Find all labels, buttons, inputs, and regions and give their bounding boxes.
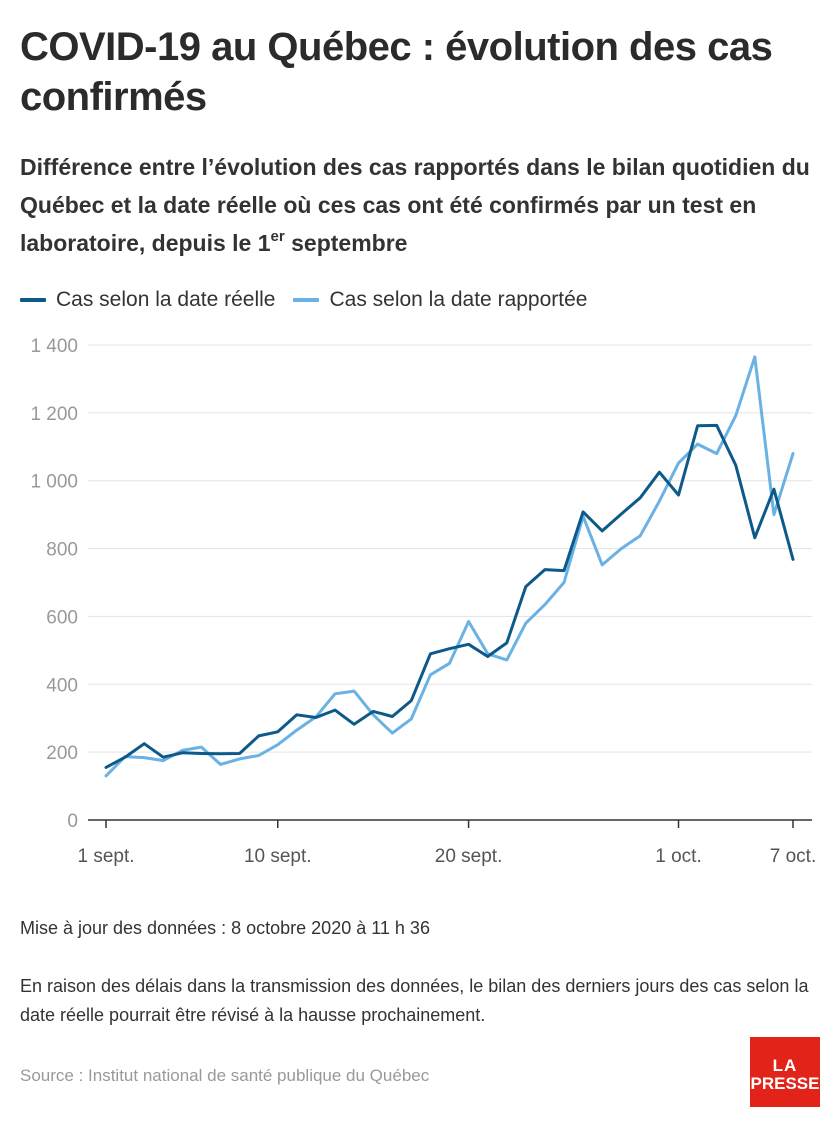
y-tick-label: 400 [46,675,78,696]
y-tick-label: 200 [46,743,78,764]
x-tick-label: 7 oct. [770,846,816,867]
x-tick-label: 1 oct. [655,846,701,867]
series-line-date-rapportee [104,355,795,778]
legend-item-reelle: Cas selon la date réelle [20,288,275,312]
series-line-date-reelle [104,423,795,769]
subtitle-superscript: er [270,228,285,245]
y-tick-label: 600 [46,607,78,628]
y-tick-label: 1 200 [30,404,78,425]
chart-subtitle: Différence entre l’évolution des cas rap… [20,148,825,262]
chart-title: COVID-19 au Québec : évolution des cas c… [20,25,773,119]
legend-swatch-reelle [20,298,46,302]
x-tick-label: 20 sept. [435,846,503,867]
legend-swatch-rapportee [293,298,320,302]
data-delay-note: En raison des délais dans la transmissio… [20,976,809,1025]
chart-legend: Cas selon la date réelle Cas selon la da… [20,285,605,315]
la-presse-logo: LA PRESSE [750,1037,820,1107]
y-tick-label: 1 400 [30,336,78,357]
x-tick-label: 1 sept. [77,846,134,867]
logo-line-1: LA [772,1055,798,1075]
update-timestamp: Mise à jour des données : 8 octobre 2020… [20,918,430,938]
line-chart: 0 200 400 600 800 1 000 1 200 1 400 1 sept. 10 se… [30,336,816,867]
source-credit: Source : Institut national de santé publ… [20,1066,430,1085]
legend-item-rapportee: Cas selon la date rapportée [293,288,587,312]
y-tick-label: 0 [67,811,78,832]
y-tick-label: 800 [46,540,78,561]
legend-label-rapportee: Cas selon la date rapportée [329,288,588,311]
subtitle-text-end: septembre [284,230,408,256]
y-tick-label: 1 000 [30,472,78,493]
legend-label-reelle: Cas selon la date réelle [56,288,276,311]
x-tick-label: 10 sept. [244,846,312,867]
subtitle-text: Différence entre l’évolution des cas rap… [20,154,810,256]
logo-line-2: PRESSE [750,1073,820,1093]
